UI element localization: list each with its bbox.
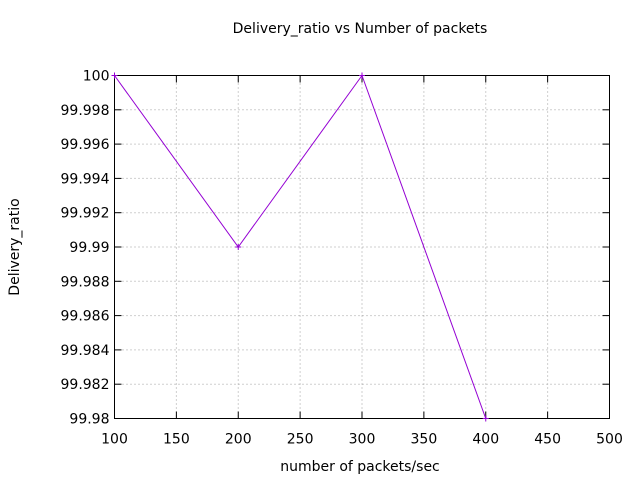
data-point-marker — [235, 244, 242, 250]
x-tick-label: 300 — [349, 432, 376, 448]
grid-lines — [114, 75, 610, 419]
x-axis-label: number of packets/sec — [280, 459, 440, 475]
y-tick-label: 100 — [83, 69, 110, 85]
data-point-marker — [482, 415, 489, 422]
x-axis-ticks: 100 150 200 250 300 350 400 450 500 — [101, 75, 623, 448]
y-axis-label: Delivery_ratio — [7, 198, 23, 295]
y-tick-label: 99.996 — [61, 137, 110, 153]
series-line — [114, 74, 487, 419]
y-axis-ticks: 99.98 99.982 99.984 99.986 99.988 99.99 99.992… — [61, 69, 610, 428]
x-tick-label: 500 — [596, 432, 623, 448]
series-group — [111, 72, 489, 422]
y-tick-label: 99.992 — [61, 206, 110, 222]
y-tick-label: 99.998 — [61, 103, 110, 119]
x-tick-label: 200 — [225, 432, 252, 448]
y-tick-label: 99.982 — [61, 377, 110, 393]
y-tick-label: 99.98 — [69, 412, 109, 428]
x-tick-label: 400 — [472, 432, 499, 448]
y-tick-label: 99.99 — [69, 240, 109, 256]
chart-title: Delivery_ratio vs Number of packets — [233, 21, 488, 37]
y-tick-label: 99.994 — [61, 171, 110, 187]
x-tick-label: 450 — [534, 432, 561, 448]
x-tick-label: 150 — [163, 432, 190, 448]
x-tick-label: 350 — [411, 432, 438, 448]
data-point-marker — [111, 72, 118, 79]
y-tick-label: 99.986 — [61, 309, 110, 325]
x-tick-label: 250 — [287, 432, 314, 448]
data-point-marker — [359, 72, 365, 79]
y-tick-label: 99.988 — [61, 274, 110, 290]
y-tick-label: 99.984 — [61, 343, 110, 359]
x-tick-label: 100 — [101, 432, 128, 448]
